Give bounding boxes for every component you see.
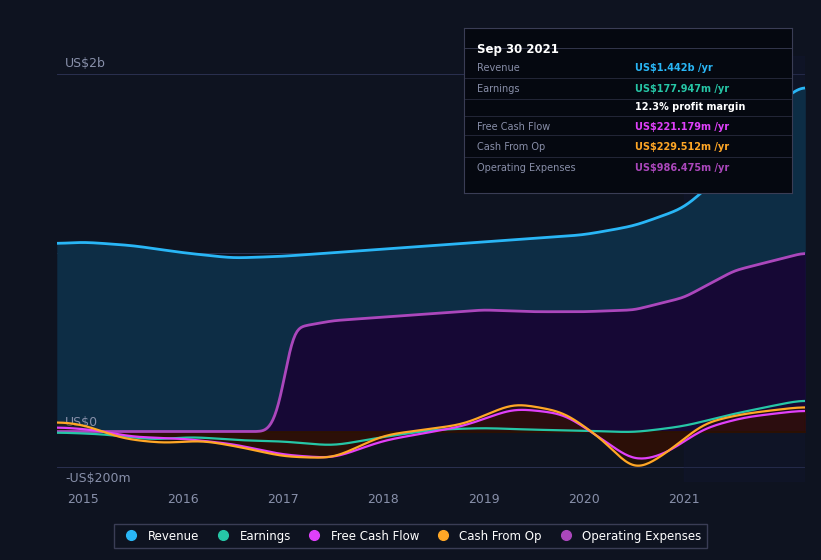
Text: -US$200m: -US$200m	[65, 472, 131, 484]
Legend: Revenue, Earnings, Free Cash Flow, Cash From Op, Operating Expenses: Revenue, Earnings, Free Cash Flow, Cash …	[114, 524, 707, 548]
Text: US$1.442b /yr: US$1.442b /yr	[635, 63, 713, 73]
Text: Sep 30 2021: Sep 30 2021	[477, 43, 559, 56]
Text: Earnings: Earnings	[477, 84, 520, 94]
Text: US$229.512m /yr: US$229.512m /yr	[635, 142, 729, 152]
Text: Operating Expenses: Operating Expenses	[477, 164, 576, 174]
Text: Free Cash Flow: Free Cash Flow	[477, 122, 550, 132]
Bar	[684, 56, 805, 482]
Text: US$0: US$0	[65, 417, 98, 430]
Text: US$221.179m /yr: US$221.179m /yr	[635, 122, 729, 132]
Text: Cash From Op: Cash From Op	[477, 142, 545, 152]
Text: US$177.947m /yr: US$177.947m /yr	[635, 84, 729, 94]
Text: US$2b: US$2b	[65, 57, 106, 69]
Text: 12.3% profit margin: 12.3% profit margin	[635, 102, 745, 113]
Text: US$986.475m /yr: US$986.475m /yr	[635, 164, 729, 174]
Text: Revenue: Revenue	[477, 63, 520, 73]
